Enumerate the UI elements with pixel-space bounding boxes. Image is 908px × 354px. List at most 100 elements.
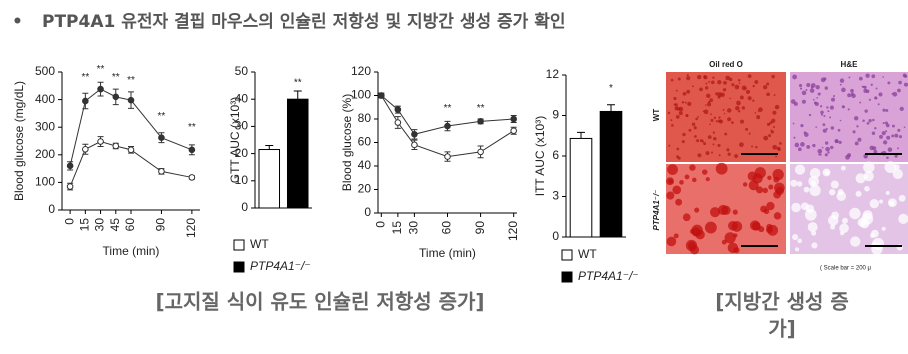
cell [798,147,802,151]
cell [827,110,829,112]
cell [830,225,835,230]
cell [823,77,826,80]
cell [840,120,842,122]
cell [826,106,828,108]
cell [718,96,721,99]
y-axis-label: GTT AUC (x10³) [228,97,242,183]
cell [879,199,883,203]
y-tick-label: 50 [235,64,249,78]
data-point [511,128,517,134]
cell [710,119,713,122]
cell [766,92,770,96]
cell [806,204,815,213]
cell [679,180,684,185]
data-point [478,119,484,125]
data-point [98,86,104,92]
y-tick-label: 120 [351,64,371,78]
y-tick-label: 400 [35,92,55,106]
cell [685,175,690,180]
data-point [128,147,134,153]
cell [883,140,887,144]
cell [856,125,858,127]
cell [872,146,876,150]
cell [671,79,674,82]
cell [705,104,707,106]
data-point [67,184,73,190]
cell [899,135,902,138]
bar [259,150,280,208]
cell [723,109,725,111]
cell [708,135,712,139]
error-bar [607,105,615,112]
bar [600,111,622,237]
cell [868,119,871,122]
cell [674,103,676,105]
data-point [67,163,73,169]
bar [287,99,308,208]
cell [712,77,714,79]
cell [862,119,865,122]
data-point [83,98,89,104]
cell [745,128,748,131]
cell [792,75,797,80]
cell [687,74,689,76]
cell [766,224,772,230]
cell [666,192,674,200]
cell [717,80,721,84]
cell [850,89,854,93]
cell [892,125,895,128]
cell [685,114,688,117]
cell [891,134,894,137]
cell [731,83,734,86]
cell [813,99,815,101]
cell [675,106,679,110]
cell [793,123,795,125]
data-point [113,143,119,149]
cell [748,74,752,78]
cell [899,195,906,202]
cell [904,83,908,87]
cell [706,94,710,98]
y-axis-label: Blood glucose (mg/dL) [12,81,26,201]
data-point [412,142,418,148]
x-tick-label: 90 [154,218,168,232]
cell [872,132,875,135]
cell [714,117,716,119]
cell [859,77,863,81]
cell [820,105,822,107]
cell [864,109,867,112]
cell [878,103,880,105]
cell [825,153,828,156]
cell [808,176,819,187]
cell [792,234,798,240]
cell [825,141,828,144]
y-tick-label: 500 [35,64,55,78]
cell [885,109,888,112]
y-tick-label: 0 [364,205,371,219]
data-point [189,175,195,181]
cell [882,131,886,135]
cell [709,123,711,125]
cell [882,227,886,231]
caption: [지방간 생성 증 [715,290,848,314]
cell [687,102,691,106]
cell [814,102,817,105]
cell [758,110,760,112]
cell [670,119,672,121]
cell [797,181,802,186]
y-tick-label: 0 [48,202,55,216]
cell [719,154,721,156]
cell [826,128,828,130]
cell [752,222,761,231]
cell [742,106,745,109]
cell [799,84,802,87]
cell [710,113,712,115]
cell [738,110,740,112]
data-point [412,131,418,137]
data-point [83,146,89,152]
cell [886,136,890,140]
annotation: ** [97,64,105,75]
data-point [189,147,195,153]
cell [748,96,752,100]
histology-figure: Oil red O H&E WT PTP4A1⁻/⁻ ( Scale bar =… [652,60,908,271]
